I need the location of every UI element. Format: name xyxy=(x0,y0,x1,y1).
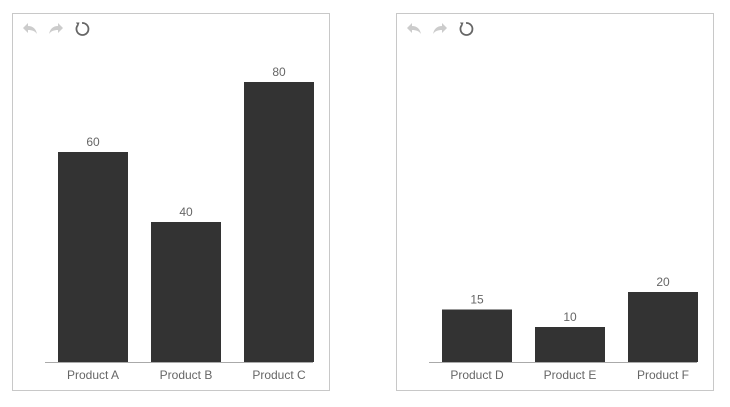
data-label: 40 xyxy=(179,205,193,219)
bar[interactable] xyxy=(151,222,221,362)
bar[interactable] xyxy=(58,152,128,362)
x-tick-label: Product F xyxy=(637,368,689,382)
undo-button[interactable] xyxy=(19,18,41,40)
undo-button[interactable] xyxy=(403,18,425,40)
chart-panel-left: 60 Product A 40 Product B 80 Product C xyxy=(12,13,330,391)
bar[interactable] xyxy=(442,309,512,363)
data-label: 80 xyxy=(272,65,286,79)
reset-icon xyxy=(459,22,474,36)
x-tick-label: Product A xyxy=(67,368,119,382)
bar[interactable] xyxy=(535,327,605,362)
x-tick-label: Product B xyxy=(160,368,213,382)
redo-icon xyxy=(433,23,447,34)
x-tick-label: Product E xyxy=(544,368,597,382)
undo-icon xyxy=(407,23,421,34)
chart-toolbar xyxy=(403,18,477,40)
x-tick-label: Product C xyxy=(252,368,306,382)
undo-icon xyxy=(23,23,37,34)
bar-chart-products-a-c: 60 Product A 40 Product B 80 Product C xyxy=(45,65,314,382)
redo-button[interactable] xyxy=(429,18,451,40)
data-label: 60 xyxy=(86,135,100,149)
data-label: 10 xyxy=(563,310,577,324)
redo-icon xyxy=(49,23,63,34)
bar[interactable] xyxy=(628,292,698,362)
chart-panel-right: 15 Product D 10 Product E 20 Product F xyxy=(396,13,714,391)
chart-toolbar xyxy=(19,18,93,40)
redo-button[interactable] xyxy=(45,18,67,40)
x-tick-label: Product D xyxy=(450,368,504,382)
reset-button[interactable] xyxy=(71,18,93,40)
reset-button[interactable] xyxy=(455,18,477,40)
data-label: 15 xyxy=(470,293,484,307)
reset-icon xyxy=(75,22,90,36)
data-label: 20 xyxy=(656,275,670,289)
bar[interactable] xyxy=(244,82,314,362)
bar-chart-products-d-f: 15 Product D 10 Product E 20 Product F xyxy=(429,275,698,382)
